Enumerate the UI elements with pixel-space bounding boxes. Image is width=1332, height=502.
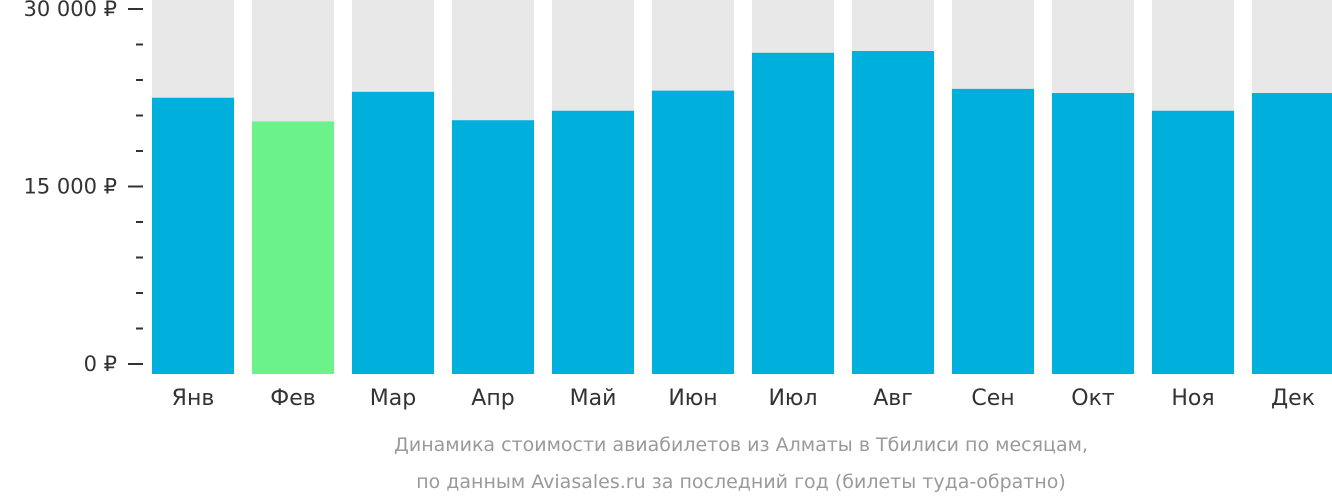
bar-4 bbox=[452, 120, 534, 374]
bar-7 bbox=[752, 52, 834, 375]
month-label: Апр bbox=[471, 386, 514, 411]
month-label: Окт bbox=[1071, 386, 1115, 411]
month-label: Июл bbox=[768, 386, 817, 411]
bar-5 bbox=[552, 110, 634, 375]
month-label: Сен bbox=[971, 386, 1014, 411]
chart-caption-line: по данным Aviasales.ru за последний год … bbox=[416, 471, 1066, 493]
month-label: Авг bbox=[873, 386, 913, 411]
month-label: Янв bbox=[172, 386, 215, 411]
y-tick-label: 30 000 ₽ bbox=[23, 0, 117, 21]
month-label: Май bbox=[570, 386, 617, 411]
bar-11 bbox=[1152, 110, 1234, 375]
month-label: Мар bbox=[370, 386, 416, 411]
y-tick-label: 15 000 ₽ bbox=[23, 175, 117, 199]
month-label: Фев bbox=[270, 386, 315, 411]
bar-12 bbox=[1252, 93, 1332, 375]
y-tick-label: 0 ₽ bbox=[84, 352, 117, 376]
bar-8 bbox=[852, 51, 934, 375]
month-label: Ноя bbox=[1171, 386, 1214, 411]
bar-10 bbox=[1052, 93, 1134, 375]
bar-9 bbox=[952, 88, 1034, 374]
month-label: Дек bbox=[1271, 386, 1315, 411]
month-label: Июн bbox=[668, 386, 717, 411]
bar-3 bbox=[352, 91, 434, 374]
bar-2 bbox=[252, 121, 334, 375]
bar-1 bbox=[152, 97, 234, 374]
chart-caption-line: Динамика стоимости авиабилетов из Алматы… bbox=[394, 434, 1088, 456]
bar-6 bbox=[652, 90, 734, 375]
